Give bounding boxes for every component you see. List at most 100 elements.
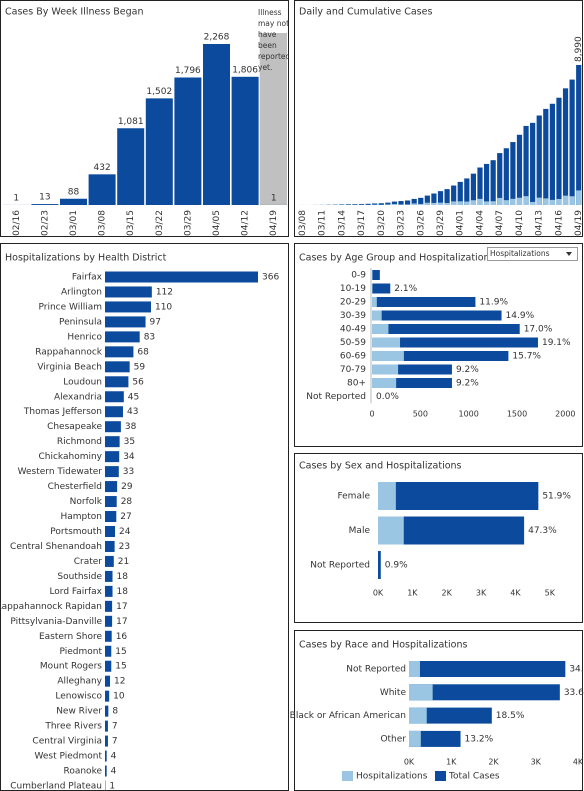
- x-tick-label: 03/15: [126, 210, 136, 236]
- bar: [398, 204, 404, 205]
- bar: [418, 197, 424, 205]
- panel: [0, 243, 289, 791]
- bar: [372, 297, 476, 307]
- category-label: Virginia Beach: [37, 362, 102, 372]
- percent-label: 15.7%: [512, 352, 541, 362]
- bar: [105, 615, 113, 627]
- bar: [569, 196, 575, 205]
- category-label: Loudoun: [63, 377, 102, 387]
- bar: [105, 346, 134, 358]
- bar: [339, 204, 345, 205]
- percent-label: 17.0%: [524, 325, 553, 335]
- bar: [203, 44, 230, 205]
- bar: [105, 555, 114, 567]
- category-label: Central Virginia: [32, 737, 102, 747]
- bar: [424, 195, 430, 205]
- bar: [105, 660, 112, 672]
- dropdown-arrow[interactable]: [566, 252, 572, 256]
- bar: [543, 108, 549, 205]
- value-label: 1: [271, 193, 277, 203]
- bar: [576, 190, 582, 205]
- bar: [556, 97, 562, 205]
- value-label: 10: [113, 692, 125, 702]
- bar: [174, 77, 202, 205]
- percent-label: 9.2%: [456, 379, 479, 389]
- category-label: Chesapeake: [47, 422, 102, 432]
- bar: [105, 451, 120, 463]
- value-label: 1,081: [118, 117, 144, 127]
- bar: [105, 600, 113, 612]
- bar: [523, 125, 529, 205]
- value-label: 7: [112, 722, 118, 732]
- annotation-text: Illness may not have been reported yet.: [258, 8, 289, 72]
- bar: [477, 198, 483, 205]
- bar: [105, 720, 108, 732]
- x-tick-label: 04/12: [241, 210, 251, 236]
- bar: [497, 197, 503, 205]
- bar: [490, 201, 496, 205]
- category-label: Not Reported: [306, 392, 366, 402]
- bar: [510, 198, 516, 205]
- bar: [105, 675, 111, 687]
- bar: [105, 376, 129, 388]
- percent-label: 13.2%: [465, 734, 494, 744]
- value-label: 1,806: [232, 65, 258, 75]
- bar: [549, 199, 555, 205]
- value-label: 1,796: [175, 66, 201, 76]
- bar: [409, 661, 420, 677]
- bar: [372, 310, 502, 321]
- bar: [404, 204, 411, 205]
- chart-title: Daily and Cumulative Cases: [299, 7, 432, 18]
- value-label: 110: [155, 302, 172, 312]
- bar: [105, 750, 107, 762]
- category-label: New River: [56, 707, 102, 717]
- x-tick-label: 03/08: [98, 210, 108, 236]
- value-label: 17: [116, 617, 127, 627]
- category-label: Richmond: [57, 437, 102, 447]
- bar: [503, 200, 509, 205]
- x-tick-label: 1K: [446, 758, 457, 767]
- x-tick-label: 03/29: [183, 210, 193, 236]
- bar: [372, 378, 452, 388]
- category-label: West Piedmont: [35, 752, 103, 762]
- x-tick-label: 03/20: [377, 210, 387, 236]
- x-tick-label: 2K: [442, 589, 453, 598]
- category-label: 10-19: [340, 284, 366, 294]
- category-label: Prince William: [38, 302, 102, 312]
- bar: [105, 630, 112, 642]
- bar: [477, 167, 483, 205]
- x-tick-label: 04/07: [495, 210, 505, 236]
- bar: [483, 163, 490, 205]
- filter-value[interactable]: Hospitalizations: [490, 249, 550, 258]
- x-tick-label: 03/29: [436, 210, 446, 236]
- bar: [378, 482, 396, 510]
- filter-dropdown[interactable]: [487, 247, 578, 261]
- value-label: 13: [39, 193, 50, 203]
- bar: [117, 128, 145, 205]
- x-tick-label: 03/17: [357, 210, 367, 236]
- value-label: 366: [262, 273, 279, 283]
- bar: [409, 707, 492, 724]
- value-label: 8: [112, 707, 118, 717]
- value-label: 38: [125, 422, 137, 432]
- x-tick-label: 1500: [507, 410, 527, 419]
- bar: [409, 707, 427, 724]
- category-label: Mount Rogers: [40, 662, 102, 672]
- bar: [404, 200, 411, 205]
- category-label: Rappahannock Rapidan: [0, 602, 102, 612]
- value-label: 21: [118, 557, 129, 567]
- x-tick-label: 04/01: [456, 210, 466, 236]
- bar: [444, 202, 450, 205]
- bar: [105, 466, 119, 478]
- category-label: Henrico: [67, 332, 102, 342]
- bar: [105, 570, 113, 582]
- bar: [145, 98, 173, 205]
- percent-label: 47.3%: [528, 526, 557, 536]
- bar: [105, 511, 117, 523]
- x-tick-label: 02/16: [12, 210, 22, 236]
- x-tick-label: 03/08: [298, 210, 308, 236]
- x-tick-label: 03/23: [397, 210, 407, 236]
- category-label: Pittsylvania-Danville: [10, 617, 102, 627]
- bar: [549, 103, 555, 205]
- bar: [105, 690, 110, 702]
